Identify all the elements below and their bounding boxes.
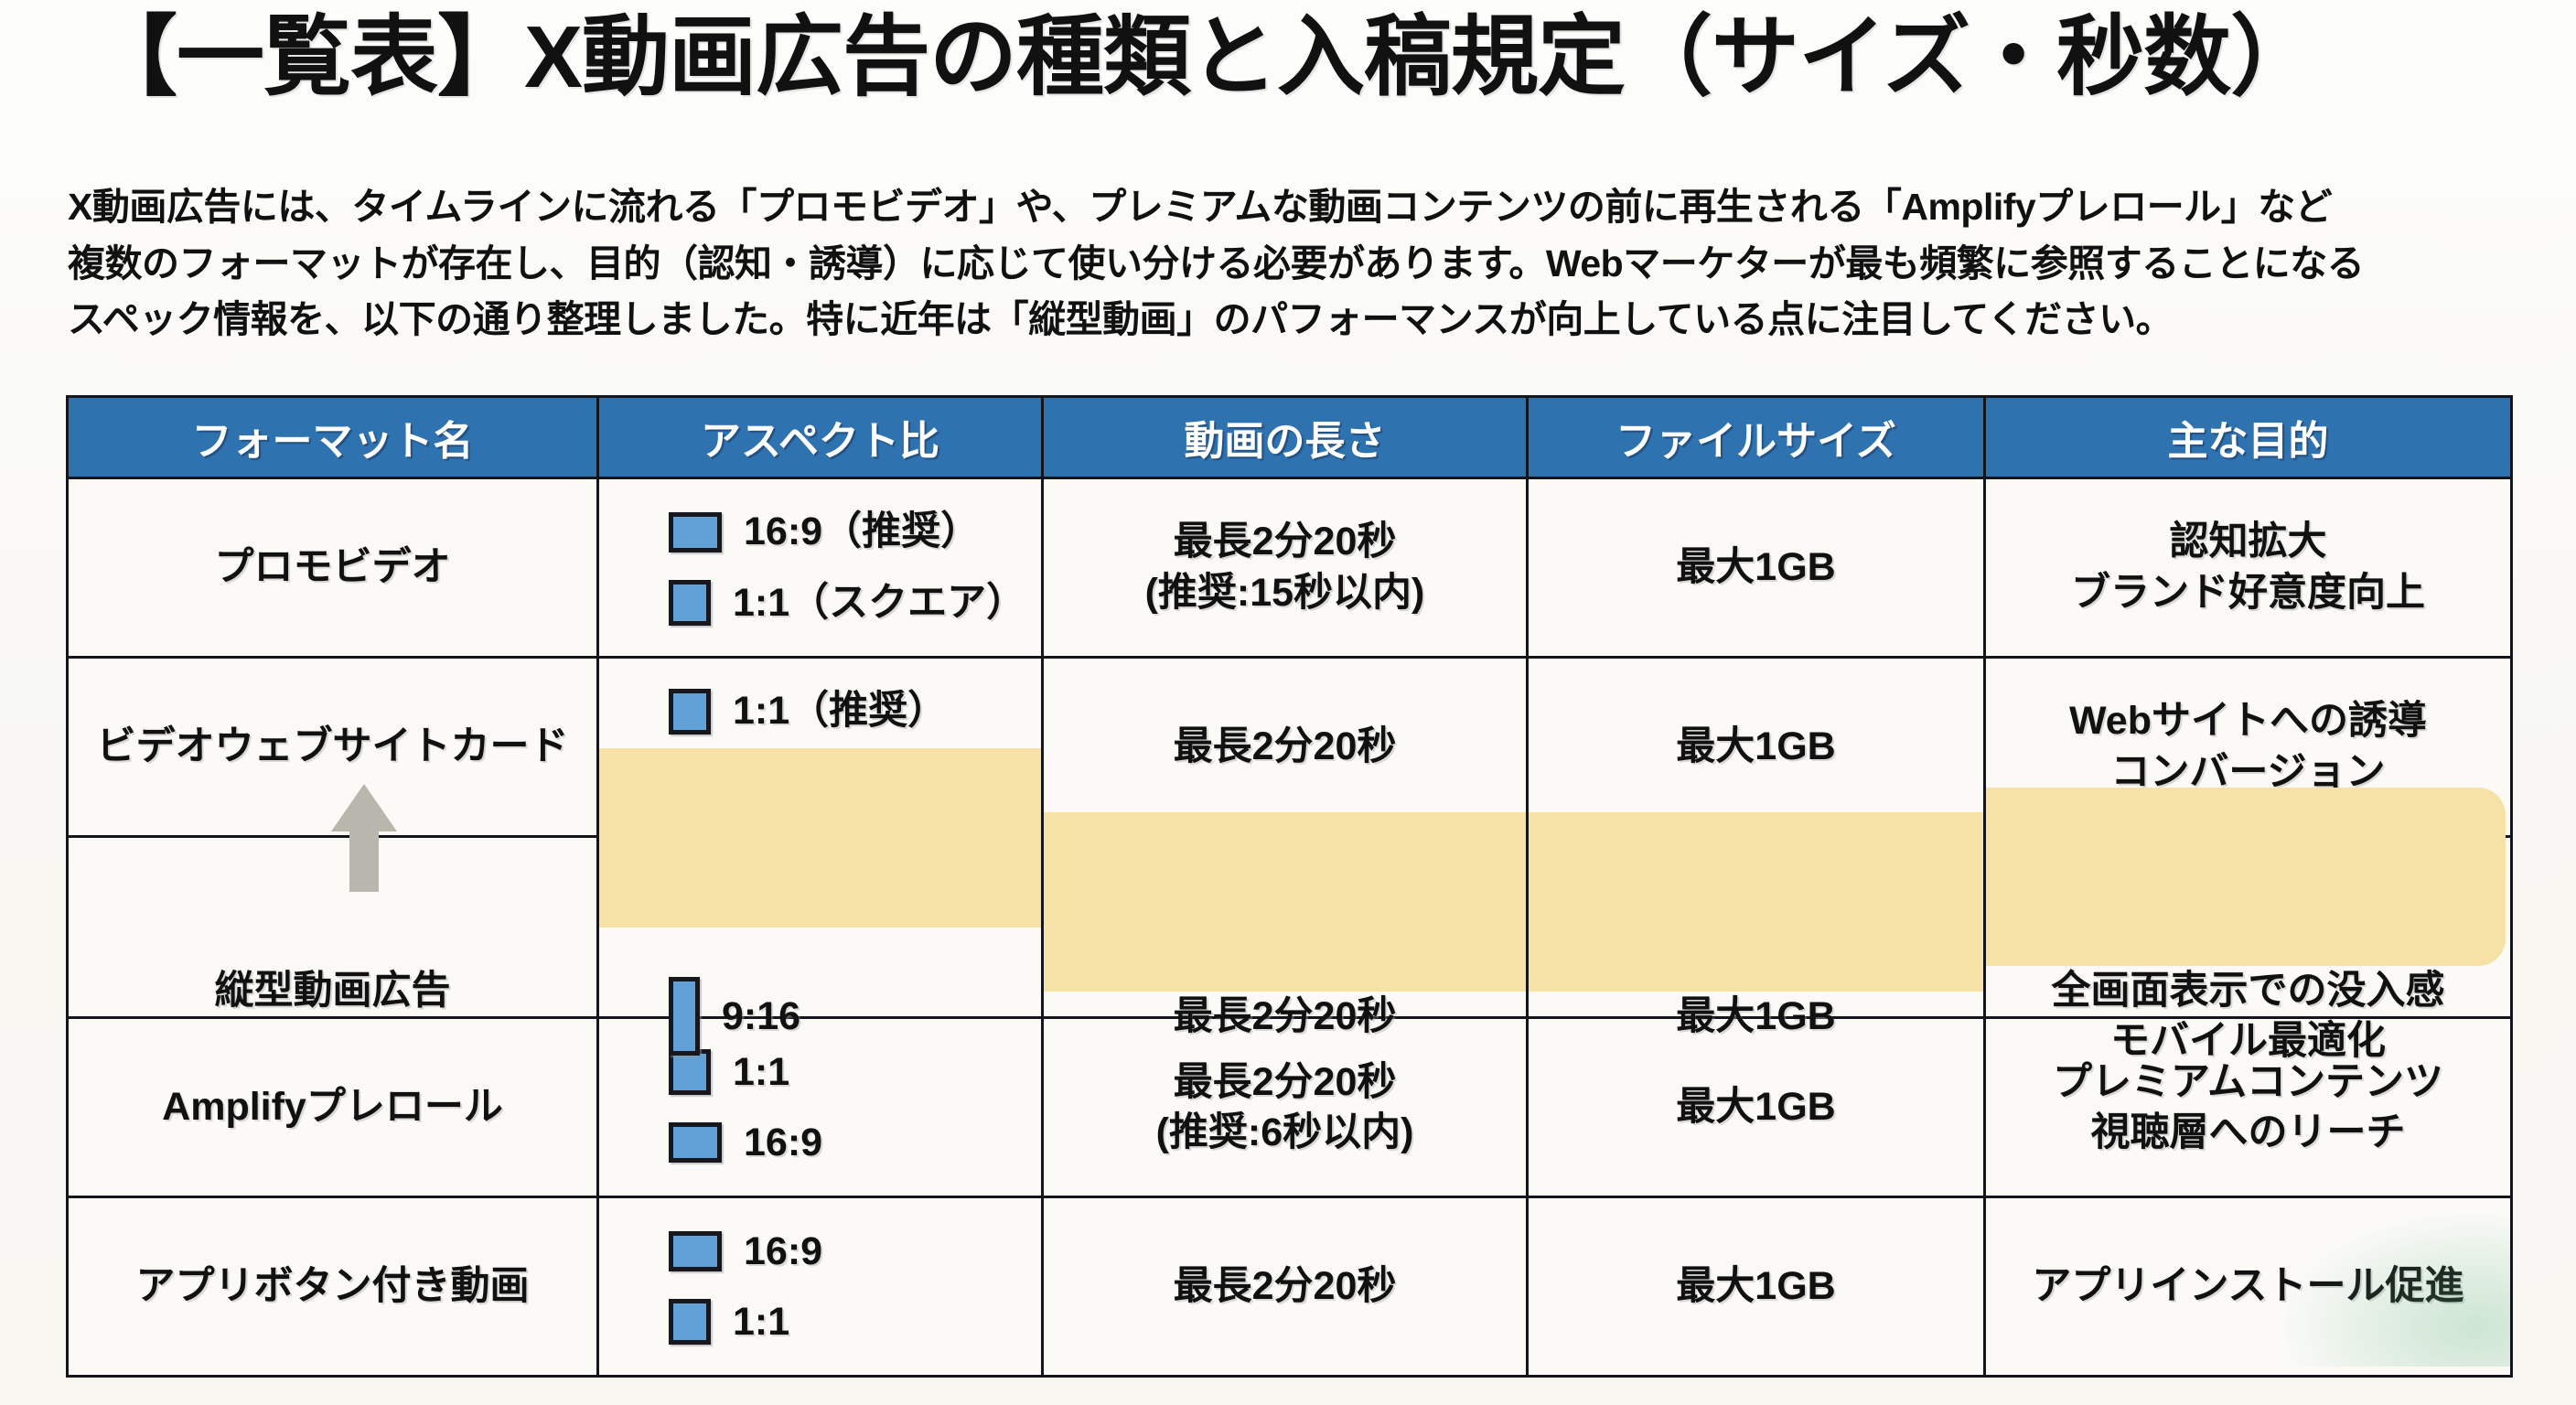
cell-video-length: 最長2分20秒 xyxy=(1041,812,1529,1038)
aspect-ratio-label: 1:1（推奨） xyxy=(733,689,948,734)
aspect-ratio-list: 9:16 xyxy=(599,928,1041,1106)
cell-file-size: 最大1GB xyxy=(1526,477,1986,659)
aspect-ratio-label: 9:16 xyxy=(722,993,801,1038)
up-arrow-icon xyxy=(330,784,397,892)
page-title: 【一覧表】X動画広告の種類と入稿規定（サイズ・秒数） xyxy=(90,8,2318,106)
cell-format-name: 縦型動画広告 xyxy=(66,784,599,1020)
aspect-ratio-entry: 1:1 xyxy=(669,1297,1041,1347)
aspect-ratio-label: 16:9 xyxy=(744,1228,823,1273)
aspect-16-9-icon xyxy=(669,511,722,552)
aspect-9-16-icon xyxy=(669,977,700,1056)
column-header-format: フォーマット名 xyxy=(66,395,599,479)
video-length-note: (推奨:15秒以内) xyxy=(1144,570,1425,615)
format-name-label: Amplifyプレロール xyxy=(162,1085,503,1130)
aspect-ratio-list: 1:1（推奨） 16:9 xyxy=(599,659,1041,835)
format-name-label: プロモビデオ xyxy=(214,544,451,589)
aspect-ratio-label: 16:9 xyxy=(744,759,823,804)
cell-format-name: アプリボタン付き動画 xyxy=(66,1196,599,1378)
purpose-line-1: プレミアムコンテンツ xyxy=(2053,1059,2443,1104)
cell-format-name: プロモビデオ xyxy=(66,477,599,659)
aspect-1-1-icon xyxy=(669,580,711,627)
table-body: プロモビデオ 16:9（推奨） 1:1（スクエア） xyxy=(66,477,2513,1378)
spec-table: フォーマット名 アスペクト比 動画の長さ ファイルサイズ 主な目的 プロモビデオ xyxy=(66,395,2513,1378)
table-row: Amplifyプレロール 1:1 16:9 xyxy=(66,1016,2513,1199)
video-length-note: (推奨:6秒以内) xyxy=(1155,1110,1414,1154)
video-length-main: 最長2分20秒 xyxy=(1173,1059,1397,1104)
aspect-16-9-icon xyxy=(669,1122,722,1164)
table-header: フォーマット名 アスペクト比 動画の長さ ファイルサイズ 主な目的 xyxy=(66,395,2513,479)
aspect-ratio-label: 16:9（推奨） xyxy=(744,509,981,554)
table-row: プロモビデオ 16:9（推奨） 1:1（スクエア） xyxy=(66,477,2513,659)
column-header-file-size: ファイルサイズ xyxy=(1526,395,1986,479)
video-length-main: 最長2分20秒 xyxy=(1173,520,1397,564)
format-name-label: ビデオウェブサイトカード xyxy=(96,724,569,768)
cell-video-length: 最長2分20秒 (推奨:6秒以内) xyxy=(1041,1016,1529,1199)
aspect-16-9-icon xyxy=(669,762,722,803)
cell-file-size: 最大1GB xyxy=(1526,812,1986,1038)
cell-video-length: 最長2分20秒 xyxy=(1041,1196,1529,1378)
aspect-ratio-label: 1:1（スクエア） xyxy=(733,580,1026,625)
cell-purpose: 全画面表示での没入感 モバイル最適化 xyxy=(1983,787,2513,1063)
purpose-line-2: ブランド好意度向上 xyxy=(2071,570,2425,615)
table-header-row: フォーマット名 アスペクト比 動画の長さ ファイルサイズ 主な目的 xyxy=(66,395,2513,479)
column-header-video-length: 動画の長さ xyxy=(1041,395,1529,479)
cell-purpose: アプリインストール促進 xyxy=(1983,1196,2513,1378)
file-size-label: 最大1GB xyxy=(1676,993,1836,1038)
cell-aspect-ratio: 1:1（推奨） 16:9 xyxy=(596,656,1044,838)
aspect-1-1-icon xyxy=(669,1299,711,1346)
table-row-highlighted: 縦型動画広告 9:16 最長2分20秒 xyxy=(66,748,2513,1063)
table-row: ビデオウェブサイトカード 1:1（推奨） 16:9 xyxy=(66,656,2513,838)
purpose-line-2: 視聴層へのリーチ xyxy=(2090,1110,2406,1154)
aspect-ratio-list: 16:9（推奨） 1:1（スクエア） xyxy=(599,479,1041,656)
aspect-ratio-entry: 1:1（推奨） xyxy=(669,686,1041,736)
column-header-aspect-ratio: アスペクト比 xyxy=(596,395,1044,479)
table-row: アプリボタン付き動画 16:9 1:1 xyxy=(66,1196,2513,1378)
lead-paragraph: X動画広告には、タイムラインに流れる「プロモビデオ」や、プレミアムな動画コンテン… xyxy=(68,179,2519,349)
cell-video-length: 最長2分20秒 xyxy=(1041,656,1529,838)
aspect-ratio-list: 16:9 1:1 xyxy=(599,1198,1041,1375)
cell-video-length: 最長2分20秒 (推奨:15秒以内) xyxy=(1041,477,1529,659)
cell-aspect-ratio: 16:9（推奨） 1:1（スクエア） xyxy=(596,477,1044,659)
purpose-line-1: 全画面表示での没入感 xyxy=(2051,969,2445,1014)
aspect-ratio-entry: 16:9（推奨） xyxy=(669,507,1041,557)
aspect-ratio-entry: 16:9 xyxy=(669,1118,1041,1168)
lead-line-3: スペック情報を、以下の通り整理しました。特に近年は「縦型動画」のパフォーマンスが… xyxy=(68,298,2174,340)
purpose-line-1: 認知拡大 xyxy=(2169,520,2327,564)
spec-table-container: フォーマット名 アスペクト比 動画の長さ ファイルサイズ 主な目的 プロモビデオ xyxy=(66,395,2513,1378)
format-name-label: アプリボタン付き動画 xyxy=(135,1264,530,1309)
aspect-ratio-entry: 9:16 xyxy=(669,977,1041,1056)
aspect-ratio-label: 1:1 xyxy=(733,1299,790,1344)
lead-line-1: X動画広告には、タイムラインに流れる「プロモビデオ」や、プレミアムな動画コンテン… xyxy=(68,186,2333,228)
aspect-ratio-entry: 16:9 xyxy=(669,1227,1041,1277)
lead-line-2: 複数のフォーマットが存在し、目的（認知・誘導）に応じて使い分ける必要があります。… xyxy=(68,241,2365,284)
format-name-label: 縦型動画広告 xyxy=(214,969,451,1014)
cell-file-size: 最大1GB xyxy=(1526,656,1986,838)
cell-file-size: 最大1GB xyxy=(1526,1196,1986,1378)
aspect-ratio-label: 1:1 xyxy=(733,1049,790,1094)
row-highlight-band xyxy=(1529,812,1983,992)
cell-aspect-ratio: 9:16 xyxy=(596,748,1044,1056)
cell-purpose: 認知拡大 ブランド好意度向上 xyxy=(1983,477,2513,659)
cell-aspect-ratio: 1:1 16:9 xyxy=(596,1016,1044,1199)
purpose-line-1: Webサイトへの誘導 xyxy=(2069,699,2427,744)
aspect-ratio-entry: 1:1 xyxy=(669,1047,1041,1098)
video-length-main: 最長2分20秒 xyxy=(1173,993,1397,1038)
aspect-ratio-entry: 1:1（スクエア） xyxy=(669,578,1041,628)
cell-aspect-ratio: 16:9 1:1 xyxy=(596,1196,1044,1378)
aspect-16-9-icon xyxy=(669,1231,722,1272)
cell-file-size: 最大1GB xyxy=(1526,1016,1986,1199)
aspect-ratio-entry: 16:9 xyxy=(669,757,1041,808)
purpose-line-2: コンバージョン xyxy=(2110,749,2386,794)
aspect-ratio-list: 1:1 16:9 xyxy=(599,1019,1041,1196)
aspect-1-1-icon xyxy=(669,688,711,735)
cell-purpose: プレミアムコンテンツ 視聴層へのリーチ xyxy=(1983,1016,2513,1199)
column-header-purpose: 主な目的 xyxy=(1983,395,2513,479)
cell-purpose: Webサイトへの誘導 コンバージョン xyxy=(1983,656,2513,838)
cell-format-name: ビデオウェブサイトカード xyxy=(66,656,599,838)
aspect-ratio-label: 16:9 xyxy=(744,1120,823,1164)
row-highlight-band xyxy=(1044,812,1526,992)
cell-format-name: Amplifyプレロール xyxy=(66,1016,599,1199)
purpose-line-2: モバイル最適化 xyxy=(2110,1019,2386,1064)
